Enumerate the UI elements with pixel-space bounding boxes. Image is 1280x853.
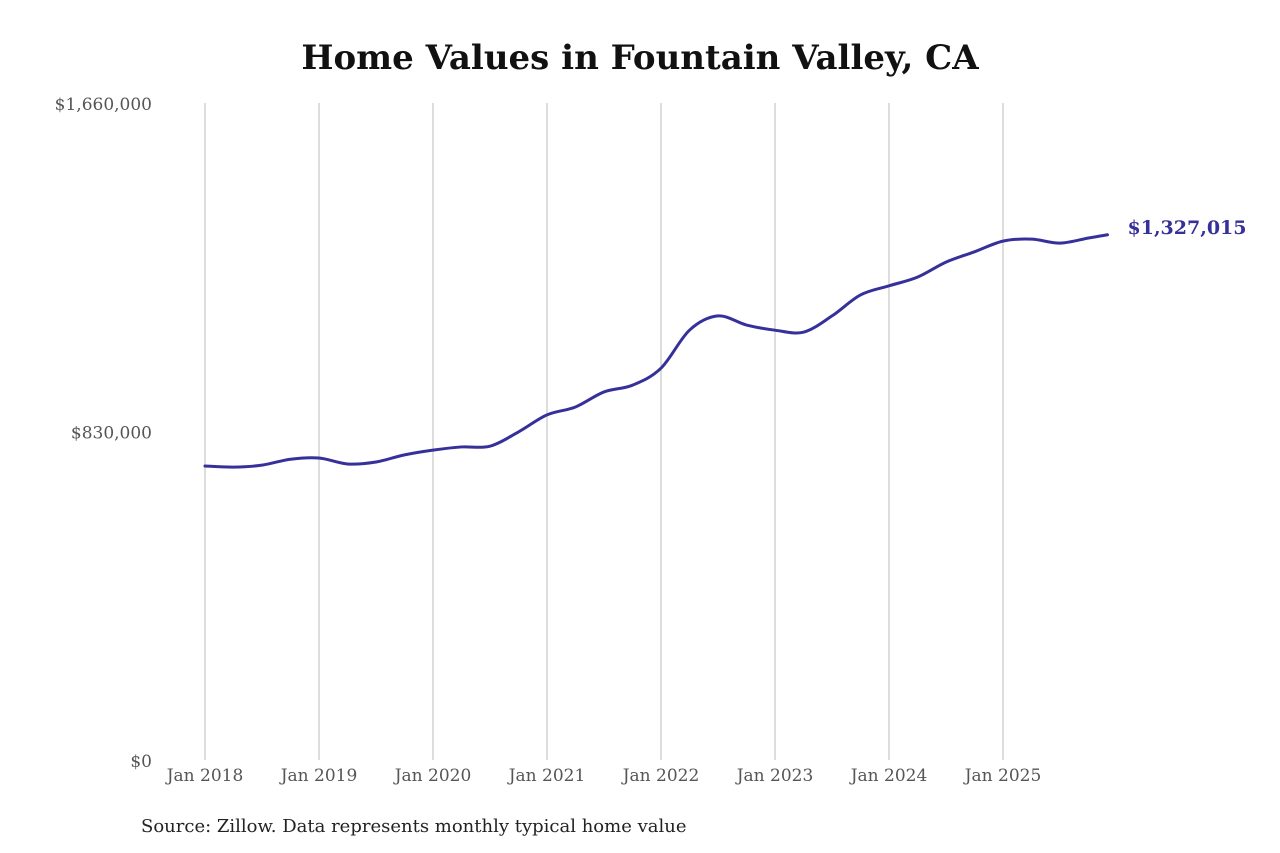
x-tick-label: Jan 2018 [165,766,244,786]
x-tick-label: Jan 2022 [621,766,700,786]
y-tick-label: $830,000 [71,424,152,444]
series-line [203,233,1109,469]
end-value-label: $1,327,015 [1128,217,1247,239]
x-tick-label: Jan 2020 [393,766,472,786]
x-tick-label: Jan 2019 [279,766,358,786]
x-tick-label: Jan 2023 [735,766,814,786]
x-tick-label: Jan 2021 [507,766,586,786]
chart-title: Home Values in Fountain Valley, CA [301,38,979,78]
y-tick-label: $1,660,000 [55,95,152,115]
x-tick-label: Jan 2025 [963,766,1042,786]
x-tick-label: Jan 2024 [849,766,928,786]
y-tick-label: $0 [130,752,152,772]
source-note: Source: Zillow. Data represents monthly … [141,816,687,837]
